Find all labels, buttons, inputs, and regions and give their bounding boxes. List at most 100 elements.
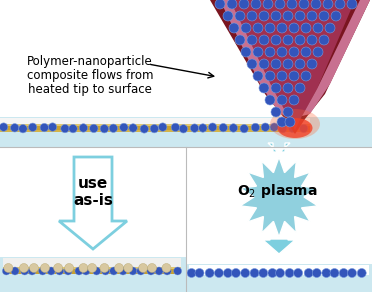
Circle shape (263, 0, 273, 9)
Circle shape (119, 267, 127, 275)
Circle shape (21, 267, 29, 275)
Circle shape (187, 269, 196, 277)
Circle shape (163, 267, 171, 275)
Circle shape (347, 269, 356, 277)
Circle shape (299, 124, 308, 133)
Circle shape (289, 95, 299, 105)
Circle shape (283, 59, 293, 69)
Bar (0, 124, 310, 132)
Circle shape (331, 11, 341, 21)
Circle shape (79, 263, 88, 272)
Circle shape (148, 263, 157, 272)
Circle shape (147, 267, 155, 275)
Circle shape (283, 11, 293, 21)
Circle shape (277, 47, 287, 57)
Circle shape (100, 124, 109, 133)
Circle shape (268, 269, 277, 277)
Circle shape (259, 11, 269, 21)
Circle shape (235, 35, 245, 45)
Circle shape (199, 124, 207, 132)
Circle shape (271, 35, 281, 45)
Bar (0, 257, 186, 292)
Text: O$_2$ plasma: O$_2$ plasma (237, 182, 317, 200)
Circle shape (339, 269, 348, 277)
Circle shape (301, 71, 311, 81)
Circle shape (259, 35, 269, 45)
Circle shape (195, 269, 204, 277)
Circle shape (139, 263, 148, 272)
Polygon shape (240, 157, 318, 237)
Circle shape (241, 269, 250, 277)
Circle shape (307, 11, 317, 21)
Circle shape (48, 123, 57, 131)
Circle shape (271, 83, 281, 93)
Bar (3, 267, 181, 269)
Circle shape (239, 0, 249, 9)
Circle shape (253, 47, 263, 57)
Circle shape (311, 0, 321, 9)
Circle shape (10, 124, 19, 132)
Circle shape (330, 269, 339, 277)
Circle shape (124, 263, 133, 272)
Circle shape (253, 23, 263, 33)
Circle shape (115, 263, 124, 272)
Bar (186, 147, 372, 292)
Text: Polymer-nanoparticle: Polymer-nanoparticle (27, 55, 153, 69)
Circle shape (61, 124, 69, 133)
Circle shape (75, 267, 83, 275)
Circle shape (110, 267, 118, 275)
Bar (186, 264, 372, 292)
Circle shape (219, 124, 227, 132)
Bar (0, 0, 372, 147)
Circle shape (137, 267, 145, 275)
Circle shape (295, 35, 305, 45)
Circle shape (240, 124, 248, 133)
Polygon shape (210, 0, 370, 134)
Circle shape (235, 11, 245, 21)
Circle shape (4, 263, 13, 272)
Circle shape (179, 125, 187, 133)
Circle shape (285, 269, 294, 277)
Circle shape (271, 59, 281, 69)
Circle shape (102, 267, 109, 275)
Circle shape (11, 267, 19, 275)
Circle shape (283, 107, 293, 117)
Circle shape (319, 11, 329, 21)
Circle shape (277, 23, 287, 33)
Circle shape (223, 11, 233, 21)
FancyArrow shape (263, 239, 295, 254)
Circle shape (28, 267, 36, 275)
Circle shape (307, 35, 317, 45)
Circle shape (82, 267, 90, 275)
Circle shape (88, 263, 97, 272)
Circle shape (29, 263, 38, 272)
Circle shape (229, 124, 238, 132)
Circle shape (265, 23, 275, 33)
Circle shape (0, 123, 8, 131)
Circle shape (265, 95, 275, 105)
Circle shape (322, 269, 331, 277)
Ellipse shape (270, 109, 320, 139)
Circle shape (29, 123, 37, 131)
Ellipse shape (278, 118, 312, 138)
Circle shape (251, 0, 261, 9)
Circle shape (247, 11, 257, 21)
Circle shape (39, 267, 46, 275)
Circle shape (261, 123, 270, 131)
Circle shape (55, 267, 64, 275)
Bar (0, 118, 310, 128)
Circle shape (120, 123, 128, 132)
Circle shape (283, 35, 293, 45)
Circle shape (283, 83, 293, 93)
Circle shape (285, 117, 295, 127)
Circle shape (247, 35, 257, 45)
Circle shape (140, 125, 148, 133)
Circle shape (224, 269, 232, 277)
Circle shape (289, 47, 299, 57)
Polygon shape (59, 157, 127, 249)
Circle shape (54, 263, 62, 272)
Circle shape (79, 124, 88, 132)
Circle shape (247, 59, 257, 69)
Circle shape (190, 124, 199, 132)
Polygon shape (210, 0, 288, 116)
